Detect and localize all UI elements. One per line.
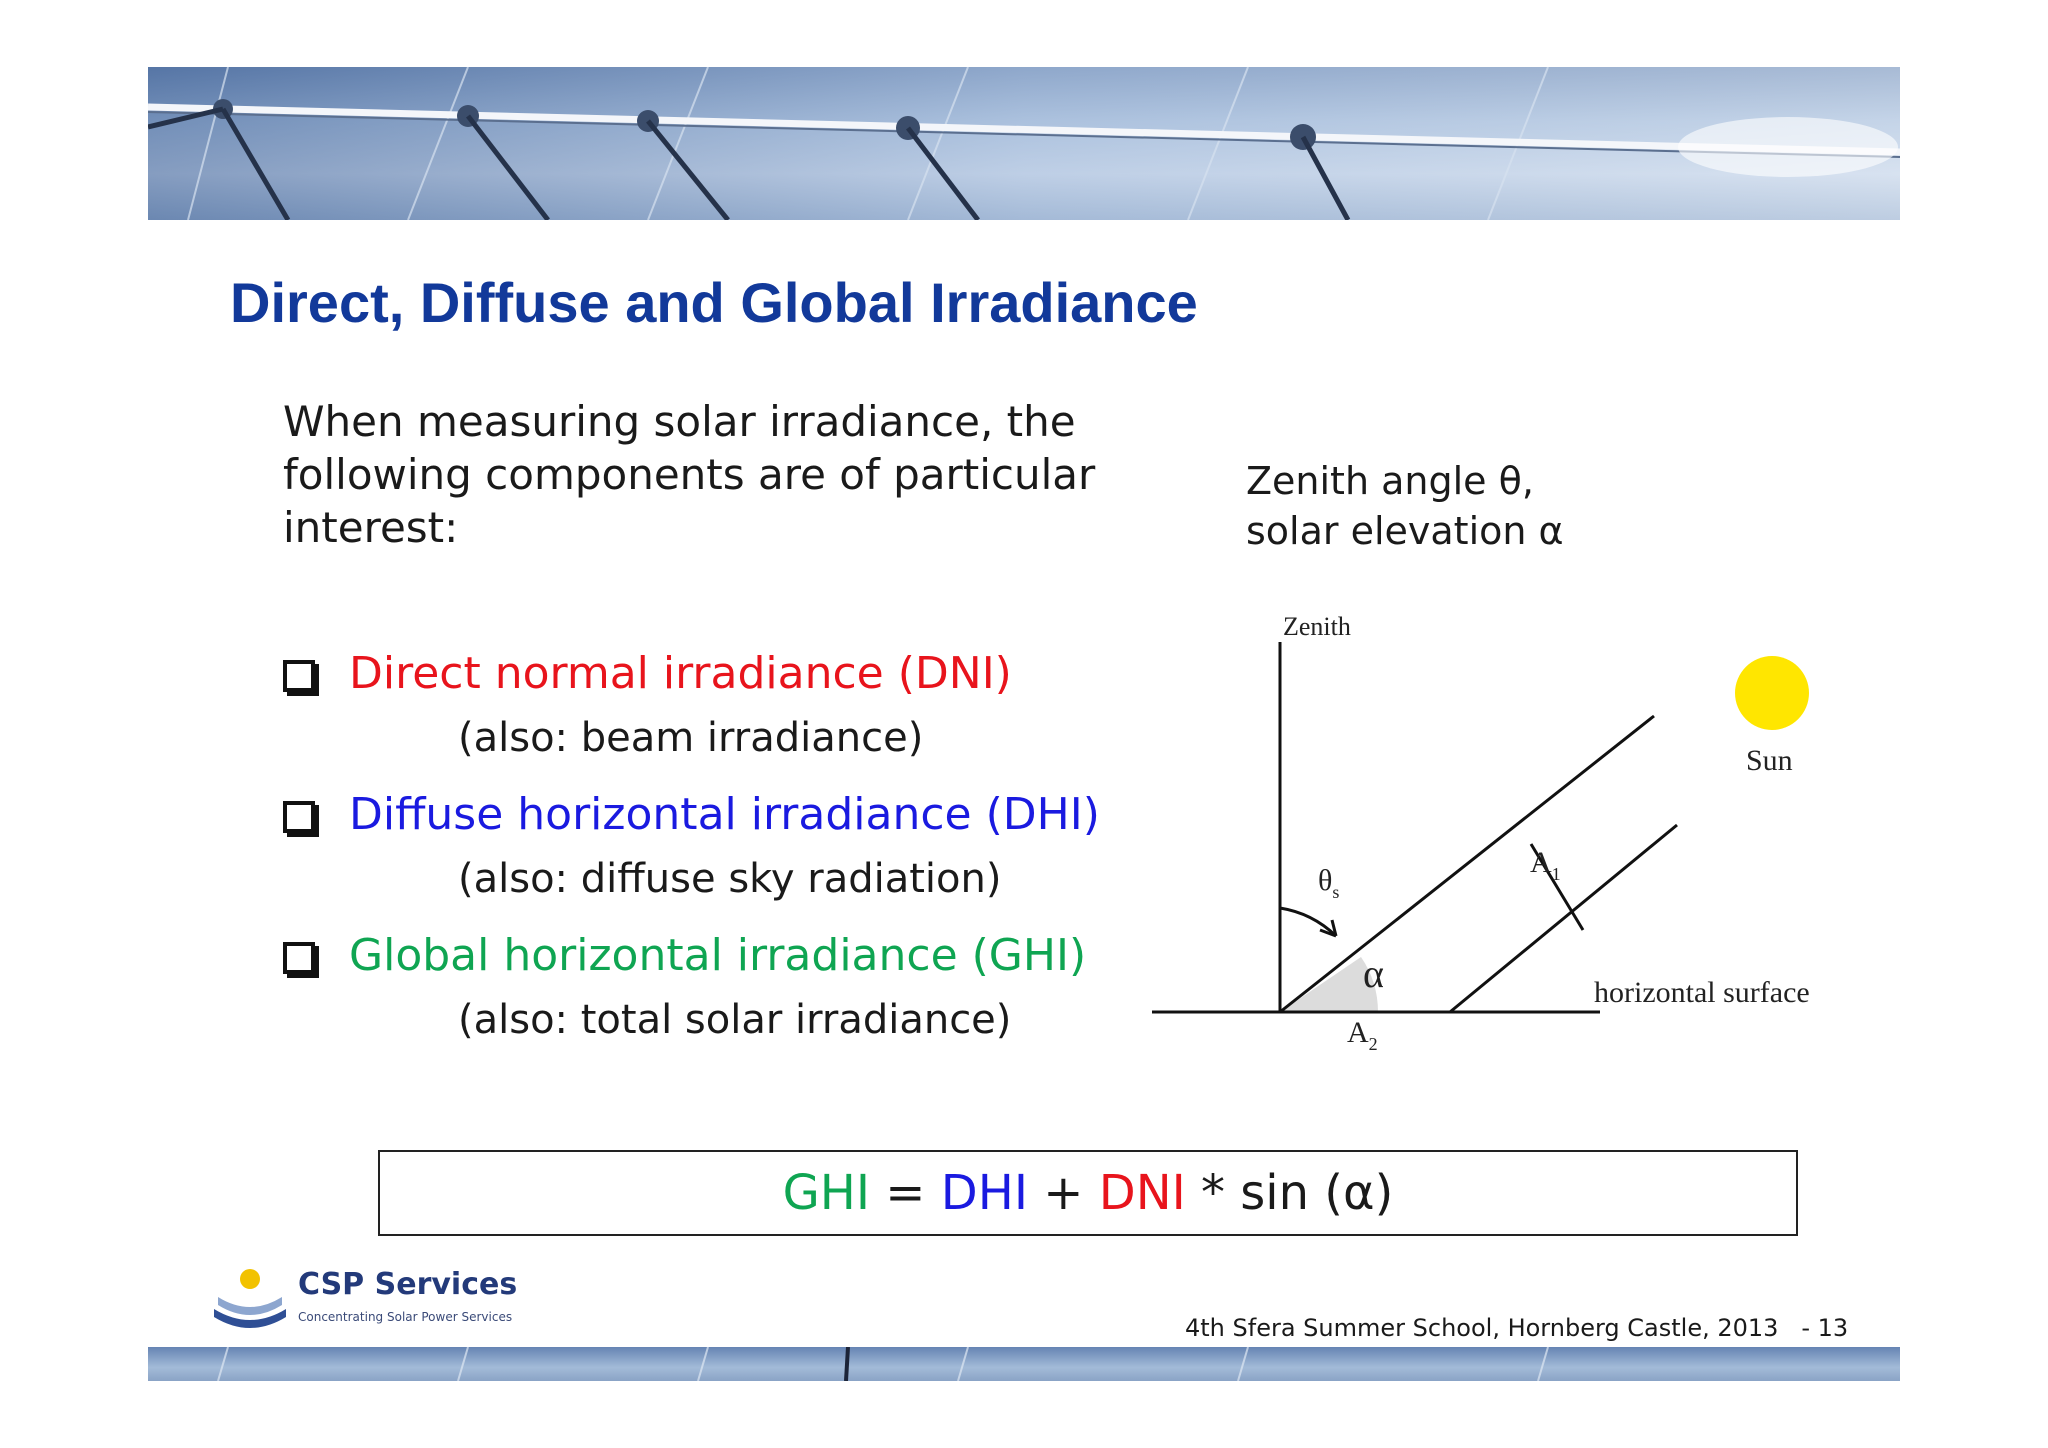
bullet-ghi: Global horizontal irradiance (GHI) (283, 930, 1086, 981)
footer-event-text: 4th Sfera Summer School, Hornberg Castle… (1185, 1314, 1848, 1342)
bullet-dhi: Diffuse horizontal irradiance (DHI) (283, 789, 1100, 840)
bullet-ghi-label: Global horizontal irradiance (GHI) (349, 930, 1087, 981)
beam-line-lower (1449, 823, 1678, 1014)
bullet-dni-subtext: (also: beam irradiance) (458, 715, 924, 761)
solar-geometry-diagram: Zenith Sun θs α A1 A2 horizontal surface (1152, 612, 1810, 1054)
page-number: - 13 (1801, 1314, 1849, 1342)
zenith-caption-line2: solar elevation α (1246, 509, 1564, 553)
zenith-angle-caption: Zenith angle θ, solar elevation α (1246, 456, 1564, 556)
formula-ghi: GHI (782, 1165, 871, 1221)
alpha-angle-sector (1280, 957, 1378, 1012)
horizontal-surface-label: horizontal surface (1594, 976, 1810, 1009)
beam-line-upper (1279, 714, 1655, 1014)
irradiance-formula-box: GHI = DHI + DNI * sin (α) (378, 1150, 1798, 1236)
footer-event: 4th Sfera Summer School, Hornberg Castle… (1185, 1314, 1779, 1342)
bullet-dni-label: Direct normal irradiance (DNI) (349, 648, 1012, 699)
intro-paragraph: When measuring solar irradiance, the fol… (283, 397, 1096, 552)
bullet-dhi-subtext: (also: diffuse sky radiation) (458, 856, 1002, 902)
csp-logo-mark-icon (214, 1269, 286, 1328)
header-banner-photo (148, 67, 1900, 220)
formula-plus: + (1028, 1165, 1099, 1221)
formula-dhi: DHI (940, 1165, 1028, 1221)
theta-arc (1279, 906, 1338, 938)
sun-label: Sun (1746, 744, 1793, 777)
theta-label: θs (1318, 864, 1339, 902)
logo-company-name: CSP Services (298, 1267, 518, 1302)
zenith-caption-line1: Zenith angle θ, (1246, 459, 1534, 503)
theta-arrow-icon (1319, 919, 1338, 938)
a1-cross-section-line (1529, 843, 1585, 931)
zenith-label: Zenith (1283, 612, 1351, 641)
sun-icon (1735, 656, 1809, 730)
bullet-dni: Direct normal irradiance (DNI) (283, 648, 1012, 699)
bullet-ghi-subtext: (also: total solar irradiance) (458, 997, 1012, 1043)
checkbox-bullet-icon (283, 659, 315, 692)
csp-services-logo: CSP Services Concentrating Solar Power S… (210, 1265, 517, 1340)
logo-tagline: Concentrating Solar Power Services (298, 1310, 513, 1324)
alpha-label: α (1363, 951, 1384, 996)
formula-dni: DNI (1098, 1165, 1186, 1221)
checkbox-bullet-icon (283, 800, 315, 833)
footer-banner-photo (148, 1347, 1900, 1381)
a1-label: A1 (1530, 846, 1561, 884)
checkbox-bullet-icon (283, 941, 315, 974)
a2-label: A2 (1347, 1016, 1378, 1054)
slide-title: Direct, Diffuse and Global Irradiance (230, 271, 1198, 334)
bullet-dhi-label: Diffuse horizontal irradiance (DHI) (349, 789, 1100, 840)
formula-sin-alpha: * sin (α) (1185, 1165, 1394, 1221)
formula-equals: = (870, 1165, 941, 1221)
